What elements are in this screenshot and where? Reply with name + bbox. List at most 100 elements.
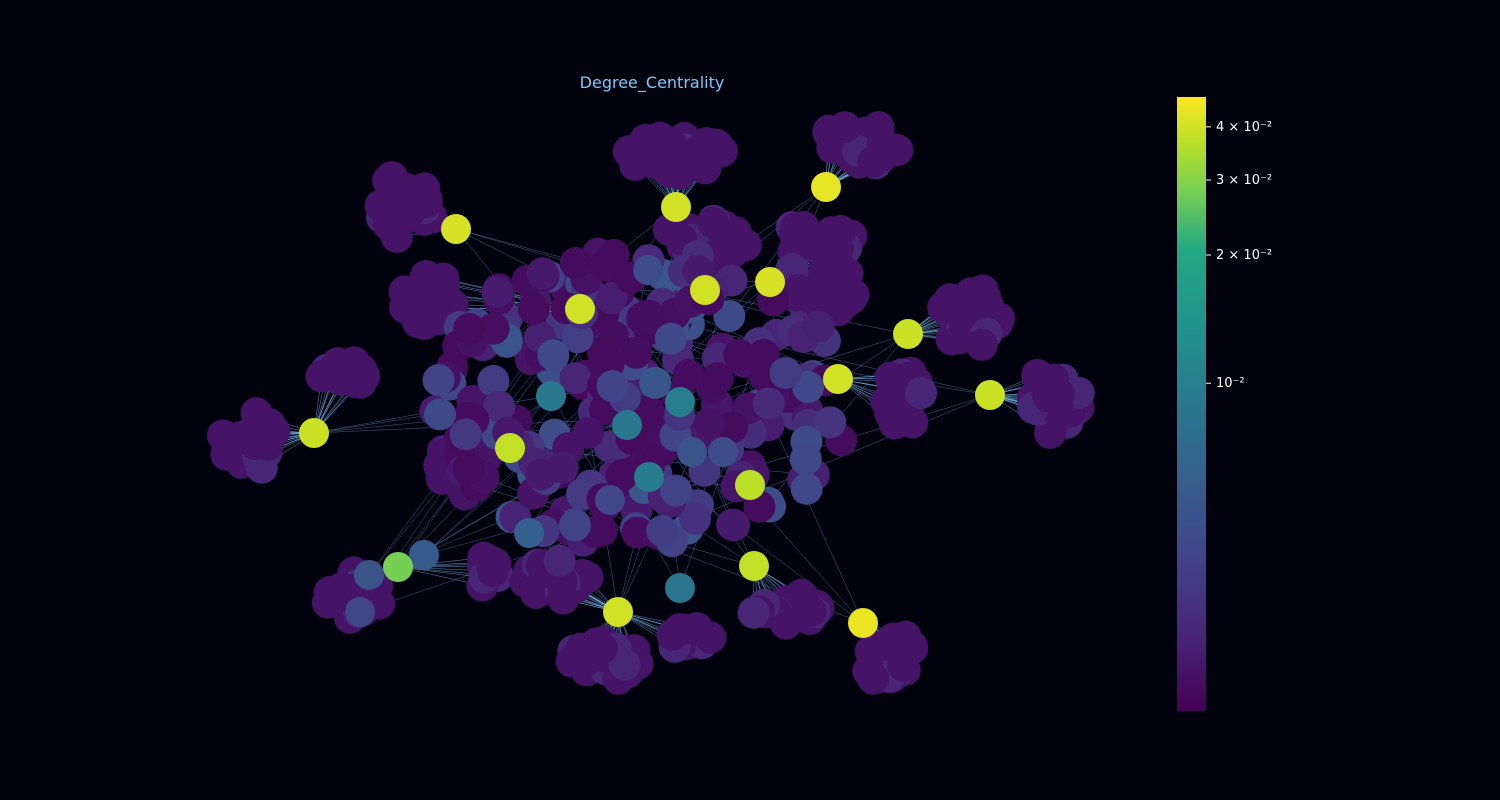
node [729,229,762,262]
node [546,451,579,484]
node [572,416,605,449]
node [517,293,550,325]
node [718,509,751,542]
node [789,443,822,476]
node [694,407,727,440]
node [210,438,243,471]
node [561,321,594,354]
mid-node [665,573,695,603]
node [526,257,559,290]
node [1032,380,1065,413]
node [646,515,679,547]
hub-node [603,597,633,627]
chart-title: Degree_Centrality [580,73,725,93]
node [874,361,907,394]
node [559,247,592,279]
node [701,362,734,395]
node [605,459,638,492]
node [769,357,802,389]
node [852,654,885,687]
node [595,282,628,315]
node [620,336,653,369]
mid-node [665,387,695,417]
hub-node [690,275,720,305]
node [559,509,591,542]
node [596,370,629,403]
node [410,260,442,292]
node [380,221,413,253]
mid-node [595,485,625,515]
node [659,474,692,507]
hub-layer [299,172,1005,638]
node [608,648,641,681]
node [794,595,827,628]
node [589,249,622,282]
colorbar-tick-label: 2 × 10⁻² [1216,248,1272,263]
node [802,310,835,343]
colorbar: 4 × 10⁻² 3 × 10⁻² 2 × 10⁻² 10⁻² [1177,97,1272,711]
node [752,387,785,420]
hub-node [383,552,413,582]
node [691,128,724,161]
colorbar-tick-label: 4 × 10⁻² [1216,120,1272,135]
node [449,418,482,451]
node [477,555,509,588]
node [254,414,286,447]
hub-node [811,172,841,202]
node [828,111,861,144]
colorbar-ticks: 4 × 10⁻² 3 × 10⁻² 2 × 10⁻² 10⁻² [1206,120,1272,391]
node [481,275,514,308]
node [632,299,665,332]
node [452,452,485,485]
node [723,339,756,371]
node [790,472,823,505]
mid-node [514,518,544,548]
node [874,397,907,430]
node [547,582,580,615]
hub-node [848,608,878,638]
colorbar-tick-label: 3 × 10⁻² [1216,173,1272,188]
node [896,632,929,665]
colorbar-gradient [1177,97,1206,711]
hub-node [755,267,785,297]
node [639,366,672,399]
hub-node [893,319,923,349]
mid-node [677,437,707,467]
node [794,219,827,252]
node [737,596,770,629]
hub-node [299,418,329,448]
node [407,179,440,212]
mid-node [345,597,375,627]
node [477,364,510,397]
node [621,516,654,549]
hub-node [661,192,691,222]
node [861,630,894,663]
node [568,645,601,678]
node [422,364,455,397]
mid-node [354,560,384,590]
hub-node [975,380,1005,410]
node [856,146,889,178]
mid-node [708,437,738,467]
node [559,362,592,395]
node [537,339,570,372]
node [905,377,938,409]
node [483,390,516,423]
node [782,274,814,306]
node [619,149,652,181]
node [672,358,705,391]
node [656,618,689,651]
mid-node [612,410,642,440]
node [424,398,456,431]
node [965,328,998,361]
node [664,137,697,170]
hub-node [823,364,853,394]
node [697,206,730,239]
node-layer [206,111,1095,695]
node [679,502,712,535]
node [453,313,486,345]
hub-node [565,294,595,324]
edge [313,410,436,434]
node [932,288,965,320]
